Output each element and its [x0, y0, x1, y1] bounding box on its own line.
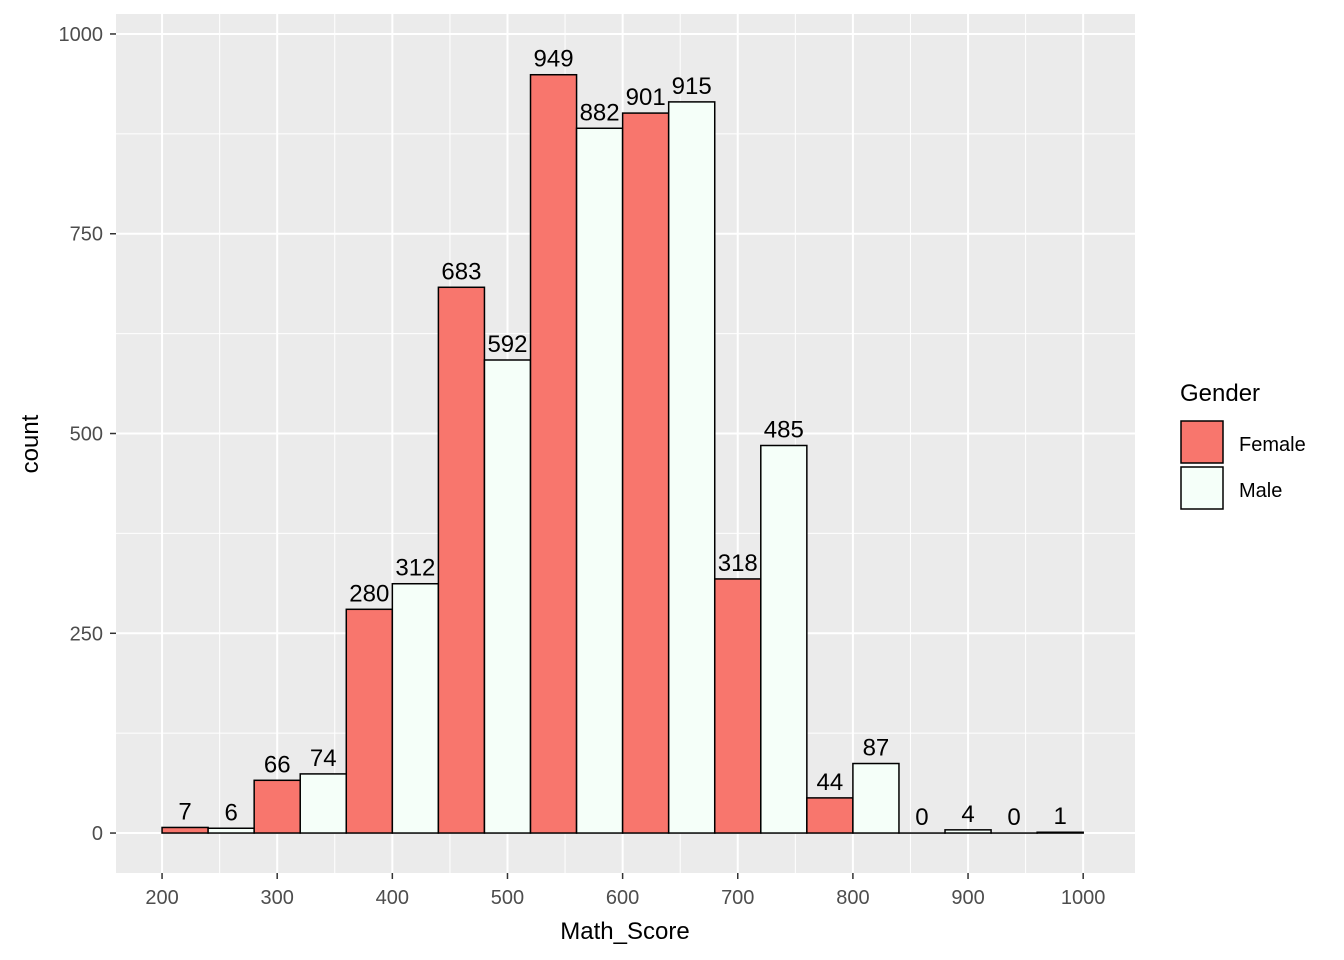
- x-tick-label: 600: [606, 887, 639, 909]
- x-axis: 200 300 400 500 600 700 800 900 1000: [145, 873, 1105, 909]
- x-tick-label: 700: [721, 887, 754, 909]
- y-tick-label: 750: [70, 224, 103, 246]
- bars: [161, 73, 1084, 834]
- bar-value-label: 74: [310, 745, 337, 772]
- y-tick-label: 250: [70, 623, 103, 645]
- x-tick-label: 500: [491, 887, 524, 909]
- bar-value-label: 318: [718, 550, 758, 577]
- bar-value-label: 915: [672, 73, 712, 100]
- x-tick-label: 1000: [1061, 887, 1106, 909]
- x-tick-label: 300: [261, 887, 294, 909]
- bar-female: [345, 608, 394, 834]
- bar-male: [852, 762, 900, 834]
- x-tick-label: 200: [145, 887, 178, 909]
- bar-value-label: 44: [817, 769, 844, 796]
- bar-male: [944, 829, 992, 834]
- bar-value-label: 949: [534, 46, 574, 73]
- bar-value-label: 7: [178, 798, 191, 825]
- y-tick-label: 1000: [59, 24, 104, 46]
- x-tick-label: 900: [951, 887, 984, 909]
- x-axis-title: Math_Score: [560, 918, 689, 945]
- y-axis-title: count: [17, 414, 44, 473]
- bar-male: [483, 359, 532, 834]
- legend-label-female: Female: [1239, 434, 1306, 456]
- x-tick-label: 400: [376, 887, 409, 909]
- bar-male: [575, 127, 624, 834]
- bar-value-label: 485: [764, 416, 804, 443]
- bar-female: [529, 73, 578, 834]
- bar-female: [437, 286, 486, 834]
- legend-key-female: [1180, 420, 1224, 464]
- x-tick-label: 800: [836, 887, 869, 909]
- bar-female: [806, 797, 854, 834]
- bar-female: [713, 578, 762, 834]
- bar-female: [161, 826, 209, 834]
- legend-title: Gender: [1180, 380, 1260, 407]
- y-tick-label: 500: [70, 424, 103, 446]
- bar-male: [207, 827, 255, 834]
- bar-value-label: 901: [626, 84, 666, 111]
- legend-label-male: Male: [1239, 480, 1282, 502]
- y-tick-label: 0: [92, 823, 103, 845]
- bar-value-label: 0: [915, 804, 928, 831]
- bar-value-label: 66: [264, 751, 291, 778]
- bar-male: [760, 444, 808, 834]
- bar-value-label: 1: [1053, 803, 1066, 830]
- bar-male: [667, 101, 716, 834]
- bar-female: [253, 779, 301, 834]
- legend: Gender Female Male: [1180, 380, 1306, 510]
- bar-female: [621, 112, 670, 834]
- y-axis: 0 250 500 750 1000: [59, 24, 116, 845]
- bar-male: [1036, 831, 1084, 834]
- legend-key-male: [1180, 466, 1224, 510]
- bar-male: [299, 773, 348, 834]
- bar-value-label: 87: [863, 735, 890, 762]
- bar-value-label: 0: [1007, 804, 1020, 831]
- bar-value-label: 280: [349, 580, 389, 607]
- bar-value-label: 312: [395, 555, 435, 582]
- bar-value-label: 6: [224, 799, 237, 826]
- bar-value-label: 592: [487, 331, 527, 358]
- bar-value-label: 683: [441, 258, 481, 285]
- bar-value-label: 882: [580, 99, 620, 126]
- bar-value-label: 4: [961, 801, 974, 828]
- bar-male: [391, 582, 440, 834]
